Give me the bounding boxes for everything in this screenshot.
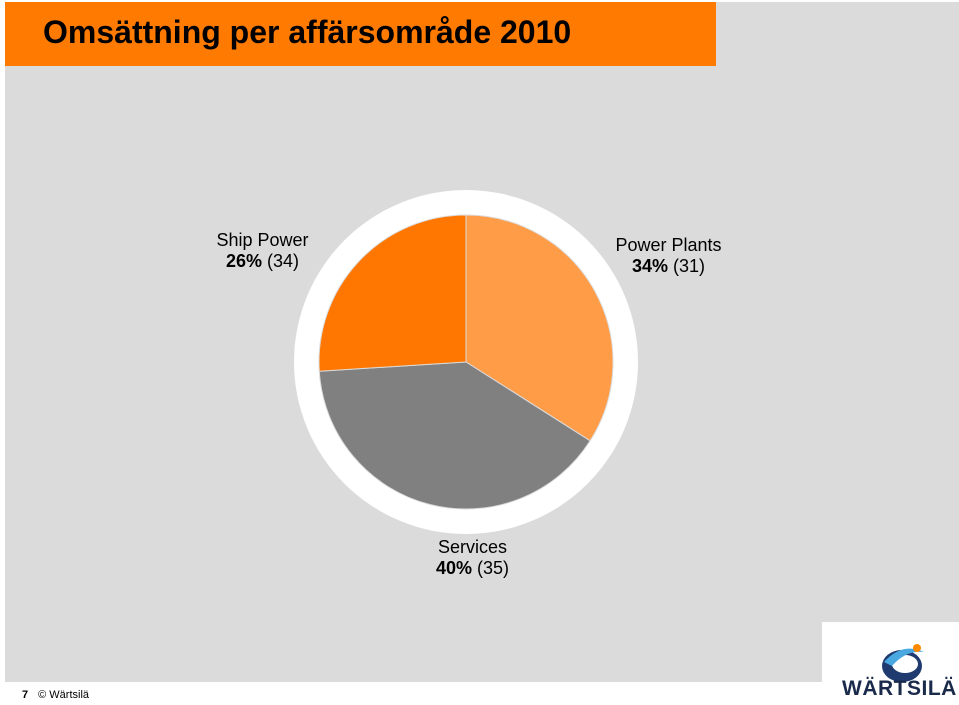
pie-slice-ship-power [318, 214, 467, 372]
label-power-plants-prev: (31) [673, 256, 706, 276]
label-services-name: Services [437, 537, 508, 557]
label-ship-power-percent: 26% [225, 251, 262, 271]
label-power-plants: Power Plants 34% (31) [600, 235, 737, 277]
label-services: Services 40% (35) [415, 537, 530, 579]
label-services-prev: (35) [477, 558, 510, 578]
label-power-plants-percent: 34% [631, 256, 668, 276]
pie-slice-services [318, 361, 591, 510]
logo-text: WÄRTSILÄ [842, 677, 957, 700]
label-services-percent: 40% [435, 558, 472, 578]
label-power-plants-name: Power Plants [615, 235, 722, 255]
label-ship-power: Ship Power 26% (34) [205, 230, 320, 272]
pie-slices [318, 214, 614, 510]
label-ship-power-prev: (34) [267, 251, 300, 271]
page-number: 7 [22, 689, 29, 701]
pie-slice-power-plants [465, 214, 614, 442]
wartsila-swoosh-logo-icon [882, 644, 924, 682]
wartsila-logo: WÄRTSILÄ [822, 622, 959, 705]
page-title: Omsättning per affärsområde 2010 [43, 14, 572, 50]
title-bar: Omsättning per affärsområde 2010 [5, 2, 716, 66]
copyright: © Wärtsilä [38, 689, 90, 701]
footer: 7 © Wärtsilä [22, 689, 89, 701]
label-ship-power-name: Ship Power [216, 230, 309, 250]
